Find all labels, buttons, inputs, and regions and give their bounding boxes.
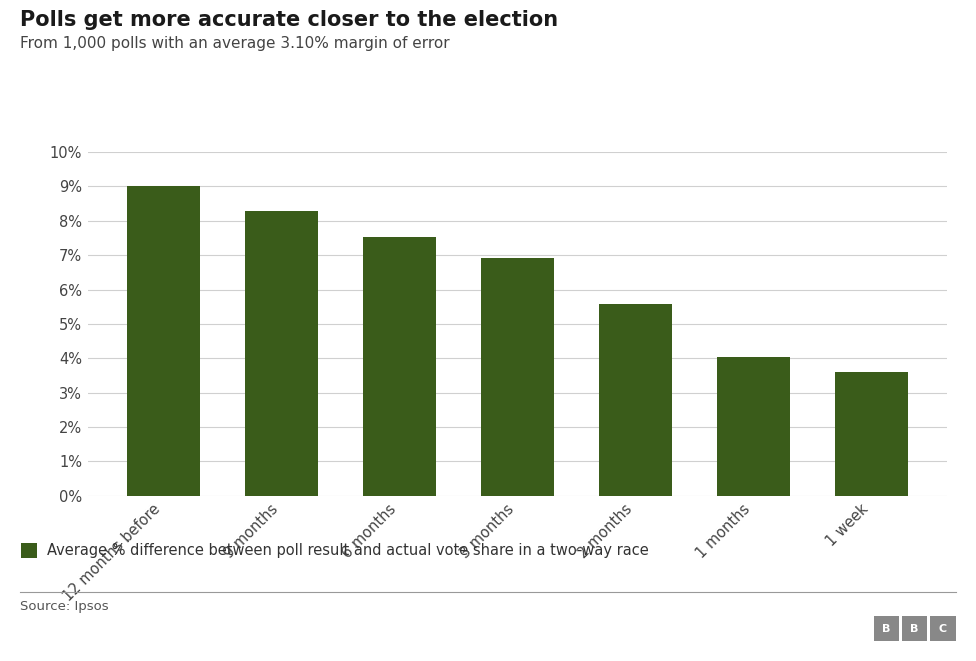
Text: Source: Ipsos: Source: Ipsos	[20, 600, 108, 613]
Bar	[127, 186, 200, 496]
Text: Average % difference between poll result and actual vote share in a two-way race: Average % difference between poll result…	[47, 543, 649, 558]
Bar	[834, 372, 908, 496]
Bar	[598, 304, 671, 496]
Text: Polls get more accurate closer to the election: Polls get more accurate closer to the el…	[20, 10, 557, 30]
Bar	[481, 258, 553, 496]
Bar	[363, 237, 436, 496]
Text: C: C	[939, 623, 947, 634]
Text: B: B	[911, 623, 918, 634]
Text: From 1,000 polls with an average 3.10% margin of error: From 1,000 polls with an average 3.10% m…	[20, 36, 449, 52]
Bar	[245, 212, 318, 496]
Bar	[716, 356, 790, 496]
Text: B: B	[882, 623, 890, 634]
